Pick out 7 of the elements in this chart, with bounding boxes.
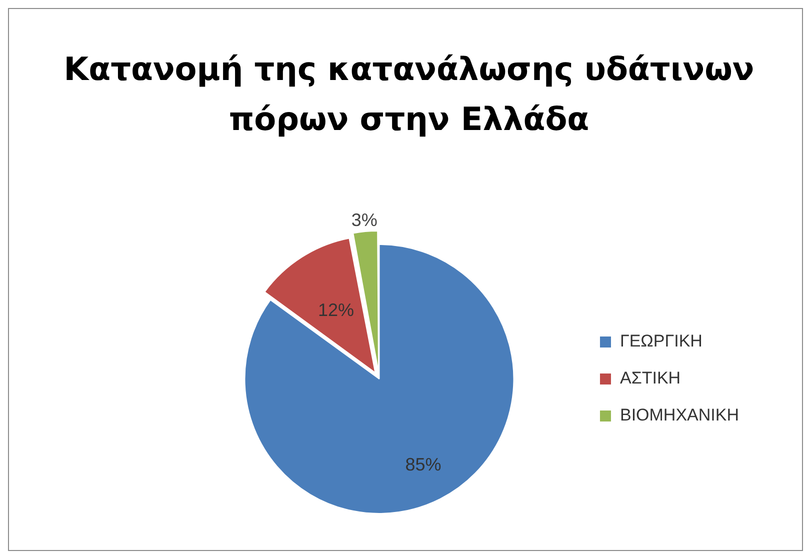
legend-label: ΑΣΤΙΚΗ <box>620 368 681 388</box>
chart-title: Κατανομή της κατανάλωσης υδάτινων πόρων στην Ελλάδα <box>62 49 756 140</box>
data-label: 3% <box>351 210 378 230</box>
data-label: 12% <box>318 300 354 320</box>
legend-label: ΒΙΟΜΗΧΑΝΙΚΗ <box>620 406 740 425</box>
data-label: 85% <box>405 454 442 474</box>
legend-label: ΓΕΩΡΓΙΚΗ <box>620 332 702 351</box>
